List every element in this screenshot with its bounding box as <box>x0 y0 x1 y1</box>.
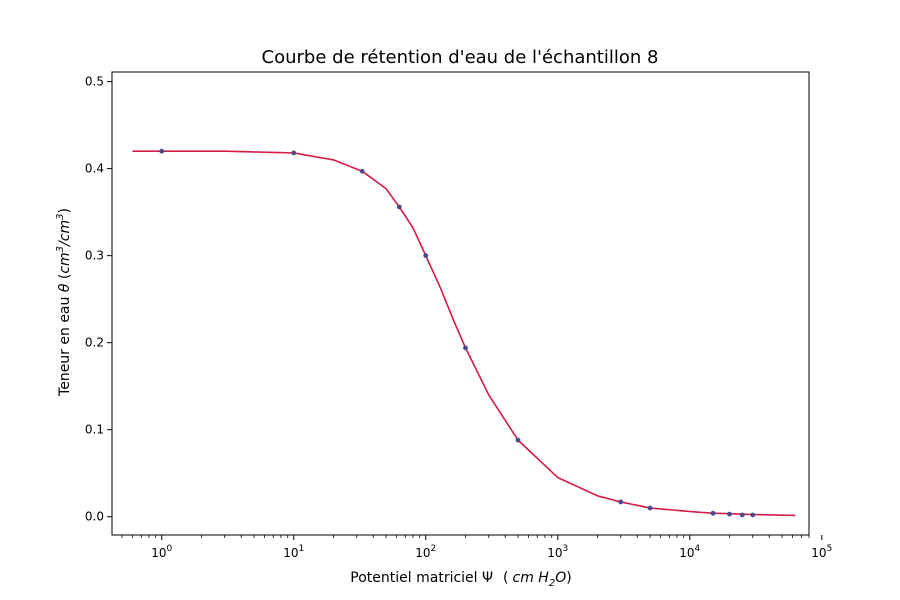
data-point <box>710 510 716 516</box>
x-tick-base: 10 <box>283 546 298 560</box>
x-axis-label-unit-open: ( <box>503 570 508 586</box>
x-tick-exponent: 0 <box>167 544 173 554</box>
x-tick-label: 105 <box>811 544 832 560</box>
x-tick-exponent: 3 <box>563 544 569 554</box>
plot-area <box>111 71 810 536</box>
data-point <box>463 345 468 351</box>
data-point <box>739 512 745 518</box>
data-point <box>359 168 365 174</box>
x-tick-exponent: 1 <box>299 544 305 554</box>
y-axis-label-symbol: θ <box>57 283 73 292</box>
data-point <box>423 253 429 259</box>
y-axis-label-close: ) <box>57 208 73 213</box>
y-tick-label: 0.2 <box>85 336 104 350</box>
data-point <box>750 512 756 518</box>
y-axis-label-den: cm <box>57 220 73 241</box>
chart-title: Courbe de rétention d'eau de l'échantill… <box>262 47 659 68</box>
y-axis-label-den-sup: 3 <box>55 214 66 220</box>
y-axis-label-num: cm <box>57 252 73 273</box>
x-tick-exponent: 4 <box>695 544 701 554</box>
y-tick-label: 0.3 <box>85 249 104 263</box>
x-axis: 100 101 102 103 104 105 <box>121 535 832 560</box>
y-axis-label-open: ( <box>57 274 73 284</box>
plot-frame <box>111 71 810 536</box>
x-tick-base: 10 <box>415 546 430 560</box>
y-axis: 0.0 0.1 0.2 0.3 0.4 0.5 <box>85 75 112 524</box>
x-tick-exponent: 5 <box>827 544 833 554</box>
y-axis-label-text: Teneur en eau <box>57 292 73 397</box>
y-axis-label-slash: / <box>57 240 73 248</box>
x-tick-base: 10 <box>679 546 694 560</box>
x-axis-label-unit-close: ) <box>566 570 571 586</box>
x-axis-label: Potentiel matriciel Ψ ( cm H2O) <box>350 570 571 589</box>
y-axis-label-num-sup: 3 <box>55 246 66 252</box>
point-layer <box>159 148 756 518</box>
x-tick-label: 100 <box>151 544 172 560</box>
x-axis-label-unit-end: O <box>555 570 566 586</box>
y-tick-label: 0.4 <box>85 162 104 176</box>
y-tick-label: 0.0 <box>85 510 104 524</box>
x-axis-label-unit-var: cm H <box>513 570 550 586</box>
data-point <box>727 511 732 517</box>
x-tick-label: 104 <box>679 544 700 560</box>
x-tick-label: 103 <box>547 544 568 560</box>
x-tick-label: 102 <box>415 544 436 560</box>
data-point <box>291 150 297 156</box>
y-tick-label: 0.5 <box>85 75 104 89</box>
data-point <box>647 505 653 511</box>
data-point <box>515 437 521 443</box>
data-point <box>396 204 402 210</box>
x-tick-base: 10 <box>811 546 826 560</box>
x-axis-label-text: Potentiel matriciel Ψ <box>350 570 493 586</box>
x-axis-label-unit-sub: 2 <box>549 578 555 589</box>
fitted-curve <box>132 150 796 517</box>
curve-layer <box>132 150 796 517</box>
data-point <box>159 148 165 154</box>
x-tick-exponent: 2 <box>431 544 437 554</box>
x-tick-base: 10 <box>547 546 562 560</box>
y-axis-label: Teneur en eau θ (cm3/cm3) <box>55 208 73 397</box>
x-tick-base: 10 <box>151 546 166 560</box>
data-point <box>618 499 624 505</box>
y-tick-label: 0.1 <box>85 423 104 437</box>
x-tick-label: 101 <box>283 544 304 560</box>
